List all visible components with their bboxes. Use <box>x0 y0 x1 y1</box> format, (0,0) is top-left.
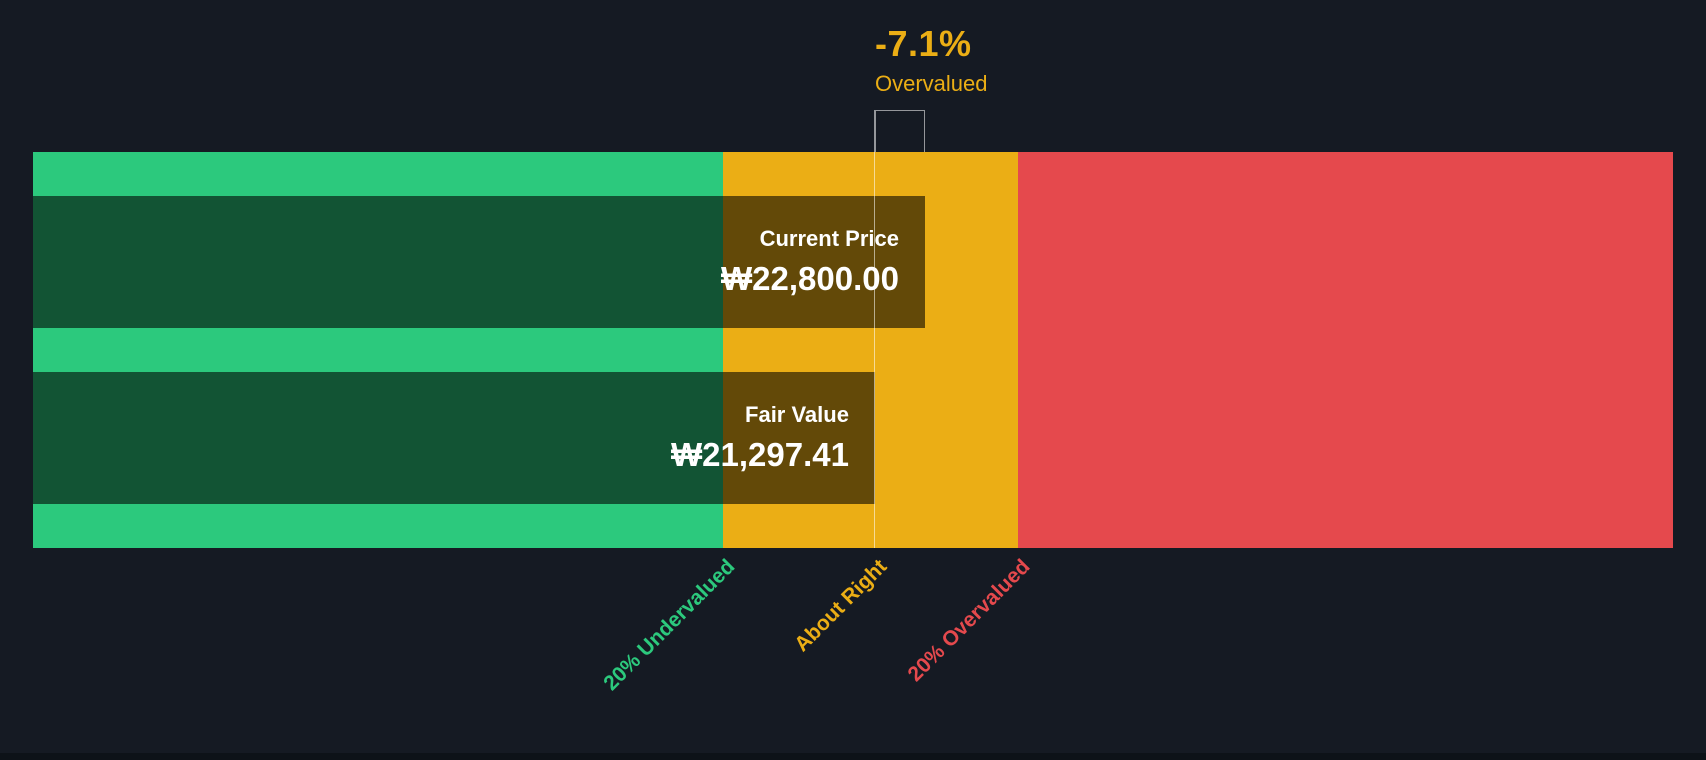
axis-label-undervalued: 20% Undervalued <box>599 555 740 696</box>
fair-value-value: ₩21,297.41 <box>671 435 849 473</box>
overvalued-zone <box>1017 152 1673 548</box>
fair-value-line <box>874 110 876 548</box>
current-price-label: Current Price <box>759 225 899 251</box>
difference-percent: -7.1% <box>875 23 972 64</box>
difference-bracket <box>874 110 925 152</box>
difference-label: Overvalued <box>875 71 988 96</box>
axis-label-about-right: About Right <box>790 555 892 657</box>
current-price-bar: Current Price ₩22,800.00 <box>33 195 925 328</box>
valuation-band: Current Price ₩22,800.00 Fair Value ₩21,… <box>33 110 1673 548</box>
valuation-difference: -7.1% Overvalued <box>875 26 988 97</box>
current-price-value: ₩22,800.00 <box>721 259 899 297</box>
fair-value-label: Fair Value <box>745 401 849 427</box>
axis-label-overvalued: 20% Overvalued <box>903 555 1035 687</box>
bottom-border <box>0 753 1706 760</box>
fair-value-bar: Fair Value ₩21,297.41 <box>33 372 875 504</box>
